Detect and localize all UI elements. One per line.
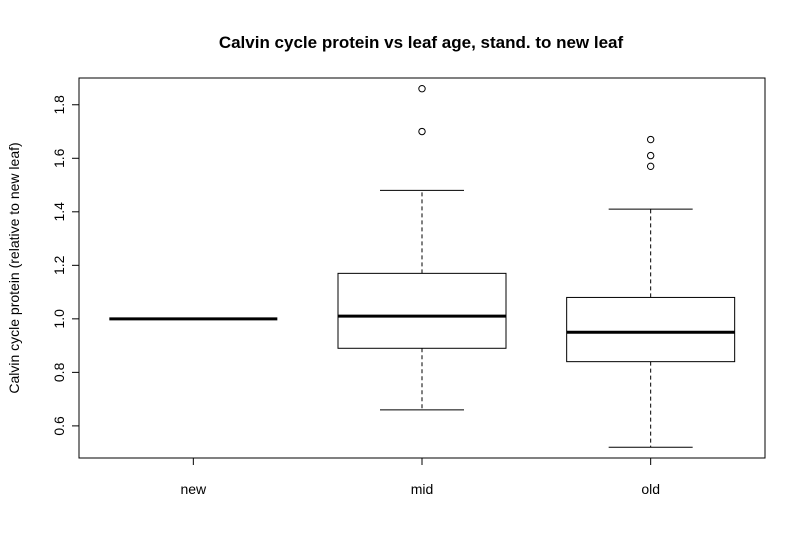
outlier-point [646, 135, 655, 144]
y-tick-label: 1.0 [51, 309, 67, 329]
box-group-old [566, 135, 736, 448]
iqr-box [337, 272, 507, 349]
y-axis-label: Calvin cycle protein (relative to new le… [6, 142, 22, 393]
x-tick-label: new [180, 481, 207, 497]
chart-title: Calvin cycle protein vs leaf age, stand.… [219, 33, 624, 52]
x-tick-label: old [641, 481, 660, 497]
outlier-point [646, 162, 655, 171]
y-tick-label: 1.8 [51, 95, 67, 115]
y-tick-label: 1.4 [51, 202, 67, 222]
box-group-mid [337, 85, 507, 411]
iqr-box [566, 296, 736, 363]
y-tick-label: 0.8 [51, 362, 67, 382]
outlier-point [646, 151, 655, 160]
y-tick-label: 1.2 [51, 255, 67, 275]
y-axis: 0.6 0.8 1.0 1.2 1.4 1.6 1.8 [51, 95, 80, 436]
outlier-point [418, 85, 426, 93]
boxes-layer [109, 85, 736, 448]
y-tick-label: 0.6 [51, 416, 67, 436]
y-tick-label: 1.6 [51, 148, 67, 168]
x-axis: new mid old [180, 457, 660, 497]
x-tick-label: mid [411, 481, 434, 497]
outlier-point [418, 127, 426, 136]
